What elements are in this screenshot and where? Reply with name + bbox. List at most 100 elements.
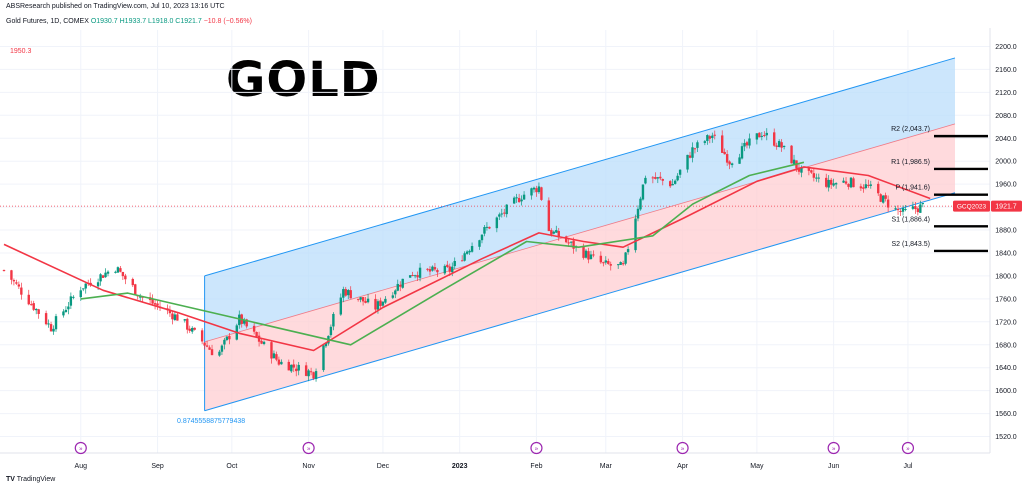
price-tick: 1560.0 [995, 411, 1017, 418]
candle-body [62, 311, 65, 316]
candle-body [463, 253, 466, 261]
candle-body [374, 298, 377, 310]
candle-body [884, 195, 887, 199]
candle-body [280, 361, 283, 365]
candle-body [287, 361, 291, 371]
candle-body [852, 178, 855, 188]
tradingview-logo: TV [6, 476, 15, 483]
candle-body [470, 246, 474, 252]
price-tick: 1960.0 [995, 182, 1017, 189]
fib-value-label: 0.8745558875779438 [177, 418, 246, 425]
candle-body [332, 313, 335, 327]
candle-body [641, 184, 645, 200]
candle-body [869, 184, 872, 186]
time-tick: 2023 [452, 463, 468, 470]
event-icon-glyph: » [79, 447, 83, 453]
event-icon-glyph: » [535, 447, 539, 453]
candle-body [30, 304, 33, 306]
candle-body [446, 264, 449, 267]
candle-body [34, 308, 38, 311]
gold-title: GOLD [226, 52, 381, 108]
candle-body [532, 187, 536, 190]
candle-body [347, 290, 350, 296]
candle-body [342, 289, 345, 298]
candle-body [391, 295, 395, 298]
candle-body [877, 183, 880, 194]
candle-body [547, 200, 551, 232]
candle-body [15, 282, 18, 284]
candle-body [356, 298, 360, 300]
candle-body [2, 270, 6, 272]
time-tick: Apr [677, 463, 689, 470]
candle-body [183, 319, 186, 321]
candle-body [711, 135, 714, 139]
time-tick: Jul [903, 463, 912, 470]
candle-body [721, 135, 724, 153]
event-icon [827, 441, 840, 455]
candle-body [569, 241, 573, 243]
candle-body [151, 298, 154, 304]
candle-body [243, 319, 246, 324]
candle-body [173, 314, 177, 321]
event-icon [530, 441, 543, 455]
published-caption: ABSResearch published on TradingView.com… [6, 3, 225, 10]
candle-body [659, 176, 662, 179]
candle-body [485, 226, 489, 228]
candle-body [671, 183, 674, 186]
candle-body [361, 297, 365, 302]
candle-body [17, 284, 21, 287]
candle-body [99, 274, 102, 282]
event-icon-glyph: » [832, 447, 836, 453]
candle-body [708, 136, 712, 139]
candle-body [12, 280, 16, 282]
candle-body [322, 345, 325, 371]
candle-body [584, 250, 588, 258]
candle-body [465, 251, 469, 254]
candle-body [295, 368, 298, 372]
candle-body [488, 226, 491, 229]
tradingview-brand[interactable]: TV TradingView [6, 476, 55, 483]
candle-body [210, 349, 214, 356]
candle-body [416, 275, 419, 278]
event-icon [901, 441, 915, 455]
candle-body [208, 347, 211, 350]
moving-averages [3, 161, 931, 352]
candle-body [52, 328, 55, 332]
candle-body [639, 198, 642, 210]
candle-body [651, 177, 655, 179]
candle-body [394, 290, 397, 295]
candle-body [557, 230, 560, 238]
candle-body [505, 204, 508, 215]
candle-body [867, 184, 870, 186]
candle-body [686, 154, 689, 170]
candle-body [587, 251, 590, 260]
candle-body [411, 275, 414, 277]
candle-body [54, 316, 58, 330]
candle-body [661, 179, 664, 181]
time-tick: Sep [151, 463, 164, 470]
channel-upper-line [204, 57, 956, 277]
candle-body [478, 240, 481, 247]
candle-body [47, 323, 50, 325]
candle-body [228, 336, 231, 340]
candle-body [238, 314, 241, 326]
candle-body [381, 301, 385, 306]
candle-body [654, 177, 657, 179]
candle-body [812, 173, 816, 178]
candle-body [790, 145, 793, 164]
price-tick: 1520.0 [995, 434, 1017, 441]
candle-body [668, 181, 672, 187]
candle-body [899, 211, 902, 213]
candle-body [520, 199, 523, 202]
candle-body [515, 197, 518, 199]
candle-body [203, 342, 206, 346]
candle-body [676, 175, 679, 181]
candle-body [399, 285, 402, 287]
candle-body [10, 270, 13, 280]
time-tick: Aug [75, 463, 88, 470]
candle-body [20, 287, 23, 295]
symbol-name: Gold Futures, 1D, COMEX [6, 18, 89, 25]
candle-body [693, 148, 697, 150]
candle-body [359, 297, 362, 300]
